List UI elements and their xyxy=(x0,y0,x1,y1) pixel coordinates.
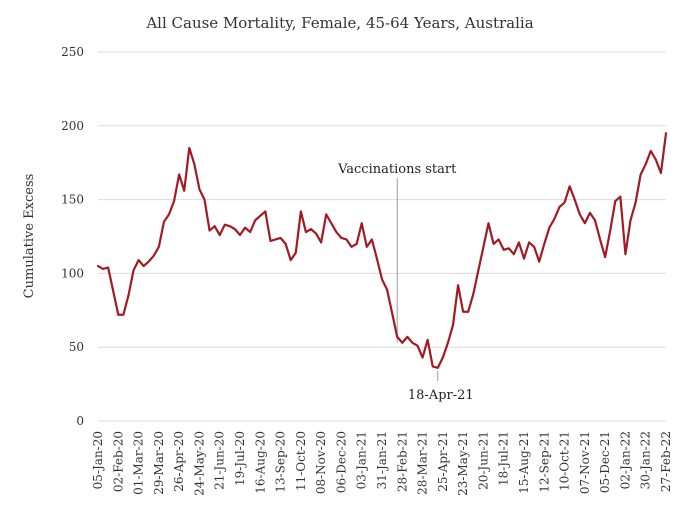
vaccinations-start-label: Vaccinations start xyxy=(337,162,457,177)
x-tick-label: 24-May-20 xyxy=(192,431,206,496)
x-tick-label: 12-Sep-21 xyxy=(537,431,551,493)
series-line xyxy=(96,132,668,369)
x-tick-label: 21-Jun-20 xyxy=(213,431,227,490)
y-axis-title: Cumulative Excess xyxy=(22,174,37,299)
x-tick-label: 01-Mar-20 xyxy=(132,431,146,495)
x-tick-label: 07-Nov-21 xyxy=(578,431,592,494)
x-tick-label: 08-Nov-20 xyxy=(314,431,328,494)
x-tick-label: 10-Oct-21 xyxy=(558,431,572,491)
x-tick-label: 23-May-21 xyxy=(456,431,470,496)
x-tick-label: 30-Jan-22 xyxy=(639,431,653,489)
april-low-label: 18-Apr-21 xyxy=(408,388,474,403)
y-tick-label: 200 xyxy=(61,119,84,133)
x-tick-label: 11-Oct-20 xyxy=(294,431,308,491)
x-tick-label: 20-Jun-21 xyxy=(476,431,490,490)
y-tick-label: 50 xyxy=(69,340,84,354)
chart-title: All Cause Mortality, Female, 45-64 Years… xyxy=(145,14,533,32)
x-tick-label: 29-Mar-20 xyxy=(152,431,166,495)
y-axis-ticks: 0 50 100 150 200 250 xyxy=(61,45,84,428)
x-tick-label: 05-Dec-21 xyxy=(598,431,612,493)
x-tick-label: 18-Jul-21 xyxy=(497,431,511,486)
x-tick-label: 02-Feb-20 xyxy=(111,431,125,492)
y-tick-label: 100 xyxy=(61,266,84,280)
series-line-layer xyxy=(96,132,668,369)
x-tick-label: 03-Jan-21 xyxy=(355,431,369,489)
x-tick-label: 16-Aug-20 xyxy=(253,431,267,494)
y-tick-label: 150 xyxy=(61,193,84,207)
x-axis-ticks: 05-Jan-20 02-Feb-20 01-Mar-20 29-Mar-20 26-A… xyxy=(91,431,673,496)
annotations: Vaccinations start 18-Apr-21 xyxy=(337,162,474,403)
x-tick-label: 31-Jan-21 xyxy=(375,431,389,489)
y-tick-label: 250 xyxy=(61,45,84,59)
y-tick-label: 0 xyxy=(76,414,84,428)
x-tick-label: 26-Apr-20 xyxy=(172,431,186,492)
x-tick-label: 19-Jul-20 xyxy=(233,431,247,486)
x-tick-label: 25-Apr-21 xyxy=(436,431,450,492)
x-tick-label: 13-Sep-20 xyxy=(274,431,288,493)
x-tick-label: 28-Mar-21 xyxy=(416,431,430,495)
x-tick-label: 15-Aug-21 xyxy=(517,431,531,494)
x-tick-label: 27-Feb-22 xyxy=(659,431,673,492)
gridlines xyxy=(98,51,666,422)
x-tick-label: 02-Jan-22 xyxy=(618,431,632,489)
x-tick-label: 06-Dec-20 xyxy=(334,431,348,493)
x-tick-label: 05-Jan-20 xyxy=(91,431,105,489)
x-tick-label: 28-Feb-21 xyxy=(395,431,409,492)
